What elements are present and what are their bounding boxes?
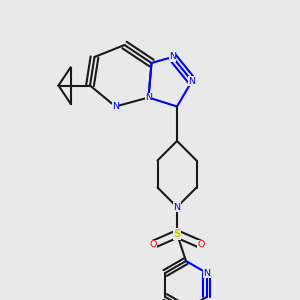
Text: O: O [149,240,157,249]
Text: N: N [145,93,152,102]
Text: N: N [203,268,210,278]
Text: N: N [173,202,181,211]
Text: S: S [173,229,181,239]
Text: N: N [188,76,196,85]
Text: O: O [197,240,205,249]
Text: N: N [169,52,176,62]
Text: N: N [112,102,119,111]
